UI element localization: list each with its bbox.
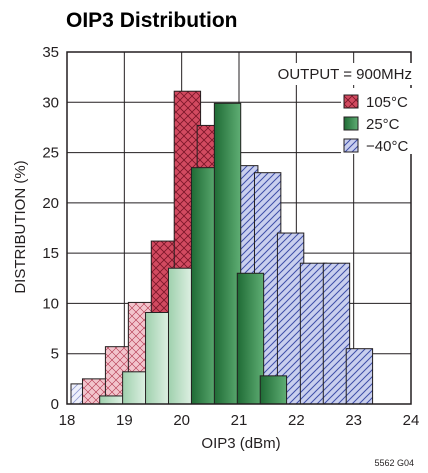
x-tick-label: 24 xyxy=(403,412,420,429)
bar-gradient xyxy=(213,102,242,405)
x-tick-label: 23 xyxy=(345,412,362,429)
y-tick-label: 25 xyxy=(42,145,59,162)
y-tick-label: 35 xyxy=(42,44,59,61)
chart-title: OIP3 Distribution xyxy=(66,9,238,32)
x-tick-label: 21 xyxy=(231,412,248,429)
y-tick-label: 30 xyxy=(42,94,59,111)
bar-gradient xyxy=(145,311,173,405)
x-tick-label: 18 xyxy=(59,412,76,429)
bar-diagonal-hatch xyxy=(299,262,328,405)
legend-swatch-minus40c xyxy=(343,138,359,153)
figure-code: 5562 G04 xyxy=(374,458,414,468)
legend-swatch-105c xyxy=(343,94,359,109)
bar-gradient xyxy=(122,371,150,405)
bar-gradient xyxy=(190,167,219,405)
bars xyxy=(70,90,374,405)
bar-gradient xyxy=(236,272,265,405)
legend-label-minus40c: −40°C xyxy=(366,138,408,155)
legend-swatch-25c xyxy=(343,116,359,131)
plot-frame xyxy=(66,51,412,405)
annotation-background xyxy=(268,63,416,85)
y-tick-label: 5 xyxy=(51,346,59,363)
y-tick-label: 15 xyxy=(42,245,59,262)
x-tick-label: 22 xyxy=(288,412,305,429)
legend-label-105c: 105°C xyxy=(366,94,408,111)
legend-label-25c: 25°C xyxy=(366,116,400,133)
bar-gradient xyxy=(259,375,288,405)
bar-diagonal-hatch xyxy=(322,262,351,405)
x-tick-label: 19 xyxy=(116,412,133,429)
x-axis-label: OIP3 (dBm) xyxy=(201,435,280,452)
bar-gradient xyxy=(167,267,196,405)
x-tick-label: 20 xyxy=(173,412,190,429)
bar-gradient xyxy=(99,395,127,405)
y-tick-label: 0 xyxy=(51,396,59,413)
output-frequency-note: OUTPUT = 900MHz xyxy=(278,66,412,83)
bar-diagonal-hatch xyxy=(345,348,374,405)
y-axis-label: DISTRIBUTION (%) xyxy=(12,160,29,293)
y-tick-label: 20 xyxy=(42,195,59,212)
axes: 18 19 20 21 22 23 24 0 5 10 15 20 25 30 35 xyxy=(42,44,419,429)
legend: OUTPUT = 900MHz 105°C 25°C −40°C xyxy=(268,63,416,155)
y-tick-label: 10 xyxy=(42,295,59,312)
